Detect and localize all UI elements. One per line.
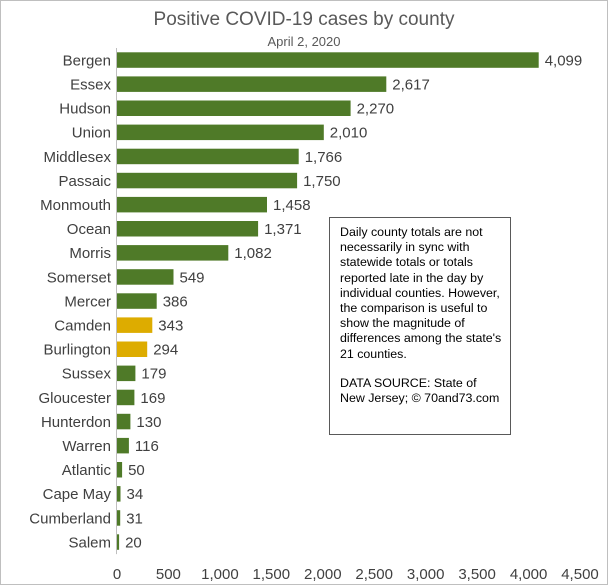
note-box: Daily county totals are not necessarily … [329, 217, 511, 435]
bar [117, 172, 298, 189]
bar [117, 413, 131, 430]
bar [117, 100, 351, 116]
category-label: Cape May [43, 486, 112, 503]
x-tick-label: 2,500 [355, 566, 393, 583]
bar [117, 293, 157, 309]
x-tick-label: 3,500 [458, 566, 496, 583]
category-label: Morris [69, 245, 111, 262]
category-label: Monmouth [40, 197, 111, 214]
bar [117, 52, 539, 68]
category-label: Mercer [64, 293, 111, 310]
category-label: Hudson [59, 101, 111, 118]
data-label: 2,270 [357, 101, 395, 118]
bar [117, 486, 121, 502]
category-label: Somerset [47, 269, 112, 286]
x-tick-label: 1,500 [253, 566, 291, 583]
bar [117, 462, 123, 478]
bar [117, 269, 174, 285]
data-label: 294 [153, 342, 178, 359]
category-label: Burlington [43, 342, 111, 359]
bar [117, 437, 129, 454]
category-label: Bergen [63, 52, 111, 69]
bar [117, 510, 121, 526]
data-label: 1,766 [305, 149, 343, 166]
category-label: Hunterdon [41, 414, 111, 431]
data-label: 31 [126, 510, 143, 527]
x-tick-label: 4,000 [510, 566, 548, 583]
chart-subtitle: April 2, 2020 [267, 34, 341, 49]
bar [117, 76, 387, 92]
x-tick-label: 4,500 [561, 566, 599, 583]
x-tick-label: 0 [113, 566, 121, 583]
category-label: Essex [70, 77, 111, 94]
bar [117, 317, 153, 333]
category-label: Salem [68, 534, 111, 551]
category-label: Atlantic [62, 462, 112, 479]
data-label: 179 [141, 366, 166, 383]
category-label: Ocean [67, 221, 111, 238]
category-label: Union [72, 125, 111, 142]
x-tick-label: 2,000 [304, 566, 342, 583]
bar [117, 148, 299, 165]
data-label: 2,617 [392, 77, 430, 94]
data-source-note: DATA SOURCE: State of New Jersey; © 70an… [340, 375, 500, 406]
bar [117, 341, 148, 357]
bar [117, 365, 136, 382]
x-tick-label: 500 [156, 566, 181, 583]
x-tick-label: 3,000 [407, 566, 445, 583]
data-label: 1,750 [303, 173, 341, 190]
data-label: 1,371 [264, 221, 302, 238]
category-label: Warren [62, 438, 111, 455]
data-label: 50 [128, 462, 145, 479]
data-label: 20 [125, 534, 142, 551]
category-label: Passaic [58, 173, 111, 190]
bar [117, 221, 259, 237]
data-label: 549 [180, 269, 205, 286]
bar [117, 389, 135, 406]
data-label: 130 [136, 414, 161, 431]
data-label: 169 [140, 390, 165, 407]
data-label: 116 [135, 438, 159, 455]
data-label: 34 [127, 486, 144, 503]
bar [117, 245, 229, 261]
x-tick-label: 1,000 [201, 566, 239, 583]
bar [117, 124, 324, 141]
category-label: Gloucester [38, 390, 111, 407]
category-label: Middlesex [43, 149, 111, 166]
note-paragraph: Daily county totals are not necessarily … [340, 225, 502, 361]
chart-title: Positive COVID-19 cases by county [153, 9, 455, 30]
data-label: 4,099 [545, 52, 583, 69]
category-label: Cumberland [29, 510, 111, 527]
data-label: 2,010 [330, 125, 368, 142]
data-label: 343 [158, 318, 183, 335]
data-label: 386 [163, 293, 188, 310]
category-label: Sussex [62, 366, 112, 383]
bar [117, 196, 267, 213]
category-label: Camden [54, 318, 111, 335]
data-label: 1,458 [273, 197, 311, 214]
data-label: 1,082 [234, 245, 272, 262]
bar [117, 534, 120, 550]
